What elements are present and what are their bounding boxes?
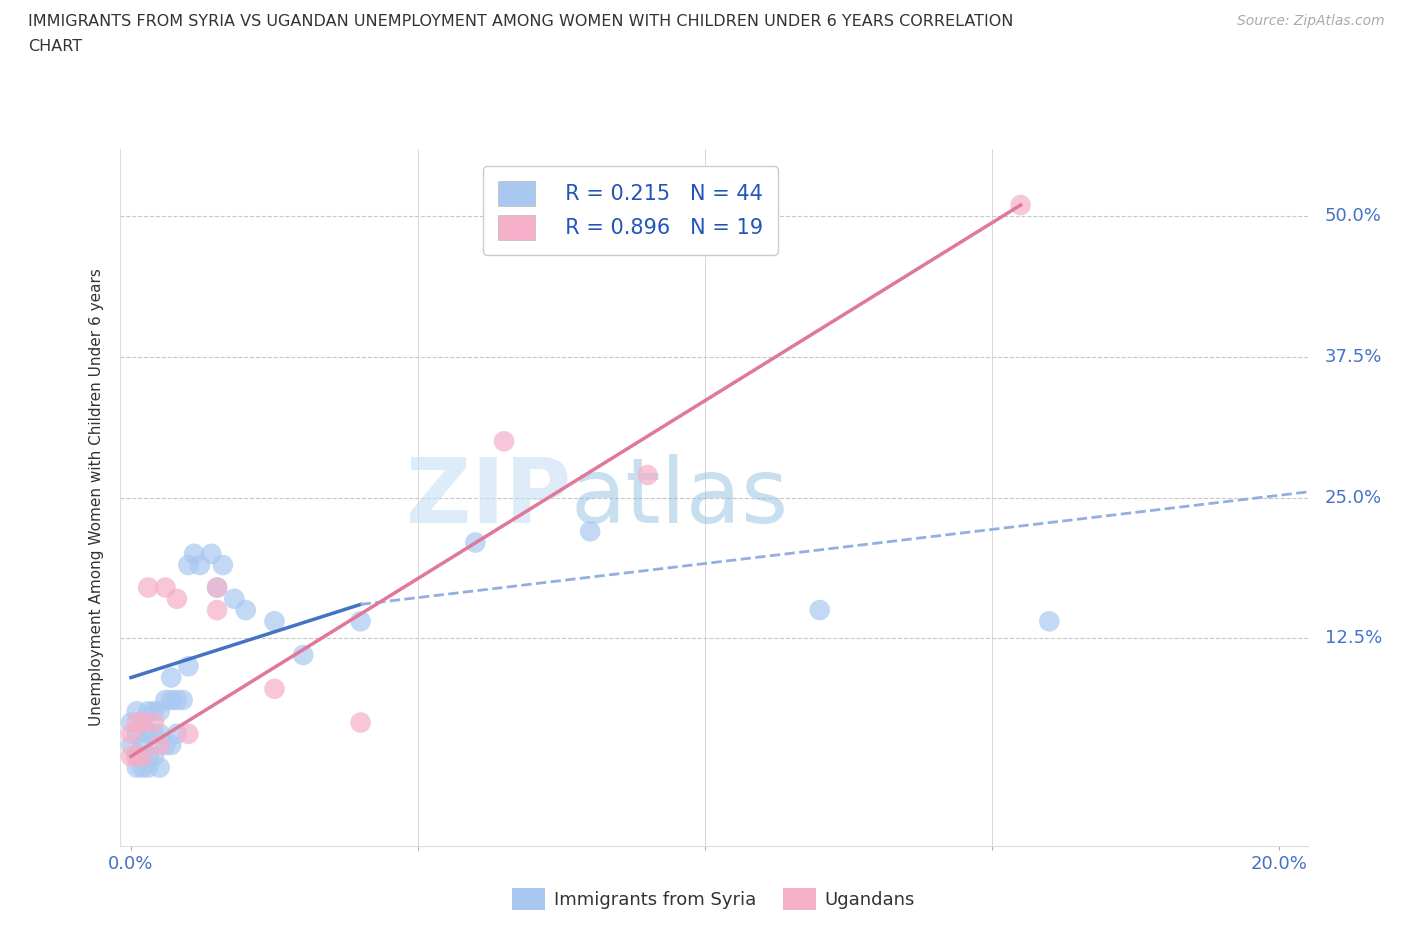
Point — [136, 704, 159, 719]
Point — [155, 737, 177, 752]
Point — [1038, 614, 1060, 629]
Text: IMMIGRANTS FROM SYRIA VS UGANDAN UNEMPLOYMENT AMONG WOMEN WITH CHILDREN UNDER 6 : IMMIGRANTS FROM SYRIA VS UGANDAN UNEMPLO… — [28, 14, 1014, 29]
Point — [125, 726, 148, 741]
Point — [637, 468, 659, 483]
Point — [149, 737, 172, 752]
Point — [183, 546, 205, 561]
Legend: Immigrants from Syria, Ugandans: Immigrants from Syria, Ugandans — [505, 881, 922, 918]
Point — [177, 726, 200, 741]
Point — [125, 749, 148, 764]
Point — [235, 603, 257, 618]
Text: CHART: CHART — [28, 39, 82, 54]
Point — [177, 558, 200, 573]
Point — [142, 749, 165, 764]
Point — [200, 546, 222, 561]
Point — [131, 737, 153, 752]
Point — [188, 558, 211, 573]
Point — [125, 704, 148, 719]
Point — [131, 715, 153, 730]
Point — [263, 614, 285, 629]
Text: 12.5%: 12.5% — [1324, 630, 1382, 647]
Point — [155, 693, 177, 708]
Point — [136, 749, 159, 764]
Point — [211, 558, 233, 573]
Text: atlas: atlas — [571, 454, 789, 541]
Point — [160, 671, 183, 685]
Point — [155, 580, 177, 595]
Point — [808, 603, 831, 618]
Point — [166, 591, 188, 606]
Point — [125, 749, 148, 764]
Point — [142, 715, 165, 730]
Point — [149, 760, 172, 775]
Point — [464, 535, 486, 550]
Point — [136, 580, 159, 595]
Point — [131, 760, 153, 775]
Text: ZIP: ZIP — [406, 454, 571, 541]
Point — [131, 749, 153, 764]
Text: 25.0%: 25.0% — [1324, 488, 1382, 507]
Point — [142, 726, 165, 741]
Point — [136, 726, 159, 741]
Point — [166, 693, 188, 708]
Point — [142, 704, 165, 719]
Point — [494, 434, 516, 449]
Point — [205, 580, 228, 595]
Point — [349, 715, 371, 730]
Point — [579, 524, 602, 538]
Point — [160, 737, 183, 752]
Point — [149, 704, 172, 719]
Point — [120, 737, 142, 752]
Point — [125, 760, 148, 775]
Point — [125, 715, 148, 730]
Point — [131, 715, 153, 730]
Point — [149, 726, 172, 741]
Point — [160, 693, 183, 708]
Point — [136, 760, 159, 775]
Point — [177, 658, 200, 673]
Point — [292, 647, 315, 662]
Text: Source: ZipAtlas.com: Source: ZipAtlas.com — [1237, 14, 1385, 28]
Point — [120, 749, 142, 764]
Point — [166, 726, 188, 741]
Point — [205, 603, 228, 618]
Point — [172, 693, 194, 708]
Point — [120, 726, 142, 741]
Text: 37.5%: 37.5% — [1324, 348, 1382, 365]
Point — [1010, 197, 1032, 212]
Y-axis label: Unemployment Among Women with Children Under 6 years: Unemployment Among Women with Children U… — [89, 269, 104, 726]
Point — [131, 749, 153, 764]
Point — [205, 580, 228, 595]
Point — [224, 591, 246, 606]
Point — [120, 715, 142, 730]
Text: 50.0%: 50.0% — [1324, 207, 1382, 225]
Point — [263, 682, 285, 697]
Point — [349, 614, 371, 629]
